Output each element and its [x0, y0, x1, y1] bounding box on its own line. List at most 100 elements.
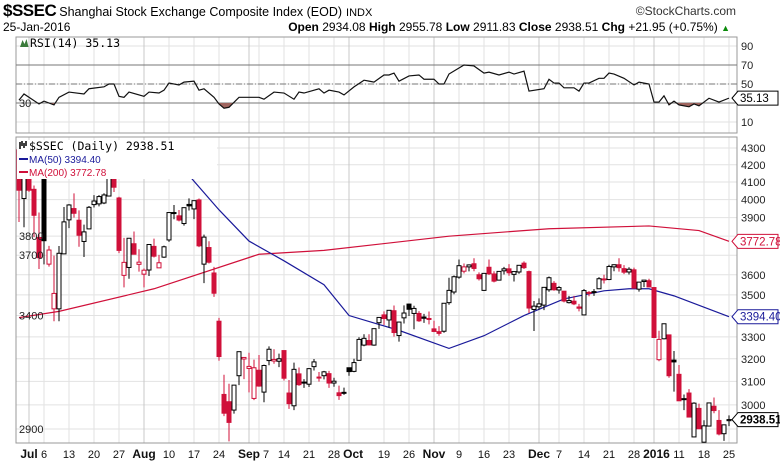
candle-body: [656, 338, 662, 361]
candle: [81, 224, 87, 257]
ma50-tag-text: 3394.40: [740, 312, 780, 324]
candle: [426, 311, 432, 325]
x-tick-label: 20: [88, 449, 100, 461]
candle-body: [456, 265, 462, 278]
x-tick-label: 14: [578, 449, 590, 461]
candle-body: [151, 245, 157, 257]
candle: [161, 245, 167, 258]
x-tick-label: Jul: [20, 447, 37, 461]
candle: [91, 195, 97, 208]
candle: [346, 367, 352, 376]
candle-body: [176, 215, 182, 221]
exchange: INDX: [346, 7, 373, 19]
candle-body: [436, 331, 442, 334]
candle-body: [356, 338, 362, 361]
candle: [571, 295, 577, 306]
candle: [406, 303, 412, 316]
candle-body: [711, 405, 717, 412]
x-tick-label: 26: [403, 449, 415, 461]
rsi-tick-label: 90: [741, 41, 753, 53]
candle: [661, 323, 667, 340]
candle-body: [461, 266, 467, 272]
ma200-line: [18, 225, 730, 319]
candle-body: [166, 212, 172, 241]
candle-body: [416, 312, 422, 322]
candle-body: [471, 263, 477, 269]
candle: [456, 259, 462, 279]
candle-body: [586, 291, 592, 294]
close-label: Close: [518, 20, 552, 34]
price-tick-label: 4300: [741, 143, 765, 155]
candle-body: [241, 356, 247, 360]
candle-body: [631, 269, 637, 289]
candle: [561, 290, 567, 303]
candle: [126, 237, 132, 279]
x-tick-label: 21: [303, 449, 315, 461]
candle: [206, 241, 212, 264]
rsi-panel-border: [15, 36, 738, 134]
candle: [196, 198, 202, 248]
candle-body: [101, 194, 107, 204]
candle-body: [541, 286, 547, 306]
candle-body: [136, 261, 142, 265]
x-tick-label: 7: [556, 449, 562, 461]
candle: [61, 206, 67, 255]
candle-body: [521, 262, 527, 269]
ma50-legend-text: MA(50) 3394.40: [29, 155, 101, 166]
close-tag-box: [731, 412, 779, 428]
candle: [331, 377, 337, 387]
candle: [241, 356, 247, 380]
candle-body: [376, 316, 382, 324]
candle: [451, 275, 457, 295]
ma200-legend-text: MA(200) 3772.78: [29, 168, 107, 179]
x-tick-label: Sep: [238, 447, 260, 461]
candle: [71, 193, 77, 218]
candle-body: [441, 302, 447, 332]
symbol: $SSEC: [3, 1, 57, 20]
candle-body: [311, 361, 317, 368]
candle-body: [481, 272, 487, 291]
candle-body: [336, 392, 342, 397]
candle: [121, 237, 127, 288]
x-tick-label: 24: [213, 449, 225, 461]
x-tick-label: 11: [673, 449, 684, 461]
candle-body: [361, 337, 367, 346]
candle-body: [531, 305, 537, 310]
x-tick-label: 10: [163, 449, 175, 461]
candle: [401, 305, 407, 324]
candle: [556, 286, 562, 294]
candle: [271, 349, 277, 364]
candle-body: [171, 212, 177, 215]
candle-body: [261, 365, 267, 393]
price-tick-label: 3700: [19, 250, 43, 262]
candle-body: [46, 249, 52, 265]
candle: [261, 364, 267, 403]
candle: [231, 384, 237, 414]
price-tick-label: 3900: [741, 213, 765, 225]
x-tick-label: 23: [503, 449, 515, 461]
candle: [76, 210, 82, 247]
candle: [506, 264, 512, 276]
candle: [461, 263, 467, 274]
candle-body: [281, 350, 287, 379]
candle: [281, 350, 287, 381]
candle: [706, 402, 712, 427]
x-tick-label: 19: [378, 449, 390, 461]
candle: [51, 255, 57, 322]
candle-body: [526, 271, 532, 309]
candle-body: [726, 419, 732, 422]
candle: [236, 351, 242, 386]
candle-body: [76, 219, 82, 236]
candle: [586, 290, 592, 297]
low-label: Low: [445, 20, 470, 34]
candle-body: [86, 206, 92, 230]
candle-body: [111, 177, 117, 188]
candle: [106, 176, 112, 197]
candle-body: [556, 287, 562, 291]
candle: [306, 368, 312, 387]
candle-body: [141, 269, 147, 275]
rsi-tick-label: 10: [741, 117, 753, 129]
candle-body: [251, 367, 257, 399]
candle: [636, 281, 642, 292]
